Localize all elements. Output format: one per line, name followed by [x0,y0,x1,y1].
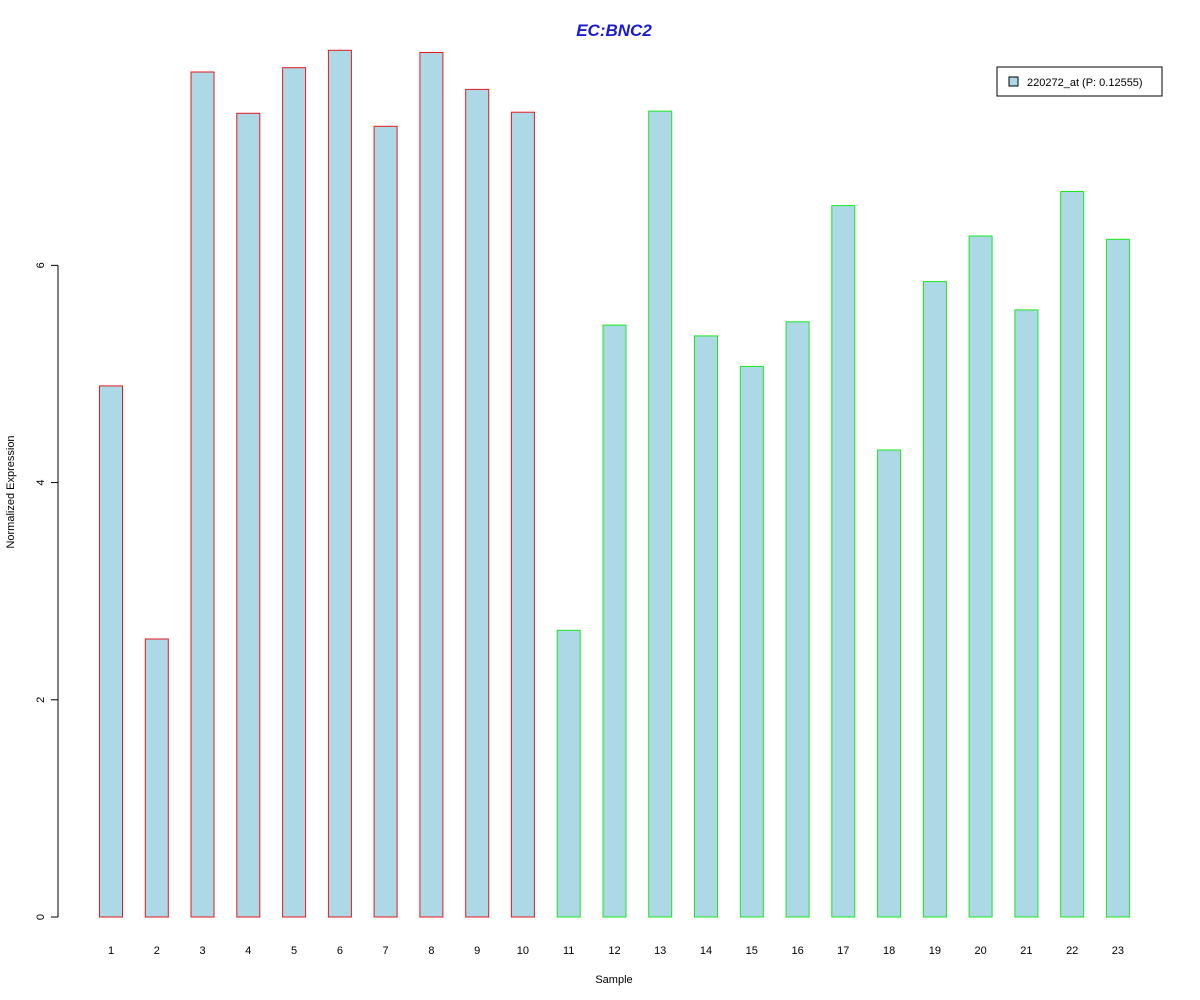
bar-sample-10 [510,111,535,918]
bar-sample-8 [419,52,444,918]
y-tick-label: 4 [35,480,47,486]
legend-label: 220272_at (P: 0.12555) [1027,77,1143,89]
x-tick-label: 21 [1020,945,1032,957]
x-tick-label: 11 [563,945,574,957]
y-tick-label: 2 [35,697,47,703]
bar-sample-18 [877,449,902,918]
x-tick-label: 19 [929,945,941,957]
legend: 220272_at (P: 0.12555) [996,66,1163,97]
bar-sample-15 [739,365,764,918]
bar-sample-19 [922,281,947,918]
bar-sample-14 [694,335,718,918]
bar-sample-6 [327,49,352,918]
x-tick-labels: 1 2 3 4 5 6 7 8 9 10 11 12 13 14 15 16 17 18 19 20 21 22 23 [108,945,1124,957]
legend-swatch [1008,76,1019,87]
x-tick-label: 5 [291,945,297,957]
x-tick-label: 6 [337,945,343,957]
x-tick-label: 9 [474,945,480,957]
bar-sample-5 [282,67,307,918]
bar-sample-20 [968,235,993,918]
bar-sample-4 [236,112,261,918]
y-tick-label: 0 [35,914,47,920]
y-tick-label: 6 [35,262,47,268]
y-axis: 0 2 4 6 [35,262,59,920]
bar-sample-21 [1014,309,1039,918]
x-tick-label: 18 [883,945,895,957]
x-tick-label: 22 [1066,945,1078,957]
x-tick-label: 16 [791,945,803,957]
bar-sample-11 [556,629,581,918]
x-tick-label: 14 [700,945,712,957]
bar-sample-12 [602,324,627,918]
x-tick-label: 17 [837,945,849,957]
x-tick-label: 12 [608,945,620,957]
x-tick-label: 15 [746,945,758,957]
x-tick-label: 1 [108,945,114,957]
x-tick-label: 7 [383,945,389,957]
x-tick-label: 23 [1112,945,1124,957]
x-axis-label: Sample [595,974,632,986]
bar-sample-1 [99,385,123,918]
x-tick-label: 8 [428,945,434,957]
x-tick-label: 3 [199,945,205,957]
bar-sample-16 [785,321,810,918]
bar-sample-23 [1105,238,1130,918]
bar-sample-17 [831,205,856,918]
bar-sample-22 [1060,191,1085,918]
legend-box [996,66,1163,97]
x-tick-label: 4 [245,945,251,957]
bar-sample-3 [190,71,215,918]
x-tick-label: 13 [654,945,666,957]
x-tick-label: 2 [154,945,160,957]
x-tick-label: 20 [974,945,986,957]
bar-sample-2 [144,638,169,918]
bar-sample-9 [465,88,490,918]
chart-title: EC:BNC2 [576,21,652,40]
bar-sample-7 [373,125,398,918]
bars [99,49,1130,918]
bar-sample-13 [648,110,673,918]
x-tick-label: 10 [517,945,529,957]
y-axis-label: Normalized Expression [5,435,17,548]
